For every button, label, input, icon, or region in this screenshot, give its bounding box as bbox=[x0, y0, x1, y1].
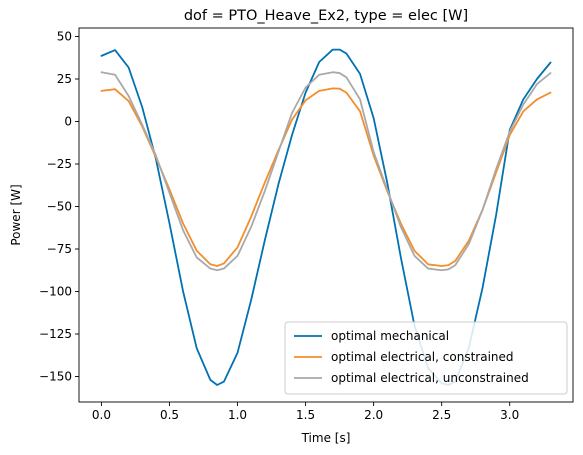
legend-box bbox=[284, 321, 568, 395]
y-tick-label: 50 bbox=[57, 30, 72, 44]
series-line-3 bbox=[100, 71, 552, 272]
legend: optimal mechanical optimal electrical, co… bbox=[284, 321, 568, 395]
chart-title: dof = PTO_Heave_Ex2, type = elec [W] bbox=[184, 8, 468, 24]
legend-entry-2: optimal electrical, constrained bbox=[331, 350, 514, 364]
y-tick-label: −25 bbox=[47, 157, 72, 171]
y-tick-label: −75 bbox=[47, 242, 72, 256]
y-tick-label: −125 bbox=[39, 327, 72, 341]
x-tick-label: 3.0 bbox=[500, 408, 519, 422]
y-tick-label: −100 bbox=[39, 285, 72, 299]
y-tick-label: 25 bbox=[57, 72, 72, 86]
plot-frame bbox=[78, 27, 574, 403]
y-tick-label: −50 bbox=[47, 200, 72, 214]
x-tick-label: 1.5 bbox=[296, 408, 315, 422]
x-tick-label: 1.0 bbox=[228, 408, 247, 422]
y-tick-label: 0 bbox=[64, 115, 72, 129]
series-line-2 bbox=[100, 87, 552, 267]
x-tick-label: 0.0 bbox=[92, 408, 111, 422]
x-axis: 0.0 0.5 1.0 1.5 2.0 2.5 3.0 bbox=[92, 402, 519, 422]
x-tick-label: 2.0 bbox=[364, 408, 383, 422]
x-tick-label: 2.5 bbox=[432, 408, 451, 422]
legend-entry-1: optimal mechanical bbox=[331, 329, 449, 343]
y-tick-label: −150 bbox=[39, 370, 72, 384]
y-axis: −150 −125 −100 −75 −50 −25 0 25 50 bbox=[39, 30, 79, 384]
x-axis-label: Time [s] bbox=[301, 431, 351, 445]
y-axis-label: Power [W] bbox=[9, 184, 23, 245]
x-tick-label: 0.5 bbox=[160, 408, 179, 422]
legend-entry-3: optimal electrical, unconstrained bbox=[331, 371, 529, 385]
